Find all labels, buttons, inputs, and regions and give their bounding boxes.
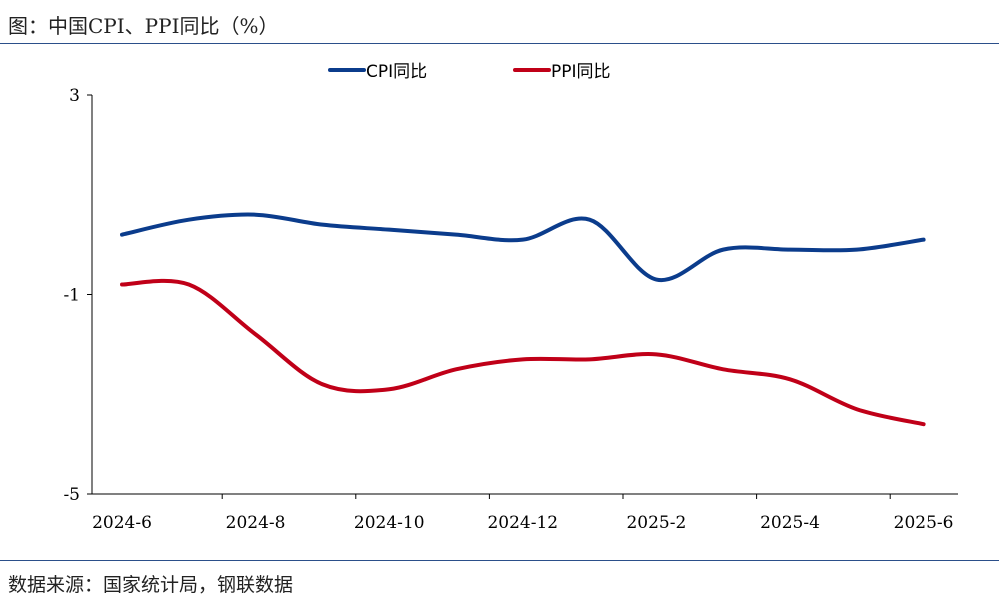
top-rule xyxy=(0,43,999,44)
legend-label: PPI同比 xyxy=(551,62,611,82)
x-tick-label: 2024-10 xyxy=(354,513,425,533)
chart-title: 图：中国CPI、PPI同比（%） xyxy=(8,14,279,38)
x-tick-label: 2024-12 xyxy=(487,513,558,533)
series-line-ppi xyxy=(120,278,926,427)
x-tick-label: 2025-6 xyxy=(894,513,954,533)
y-tick-label: -5 xyxy=(63,485,80,505)
x-tick-label: 2024-8 xyxy=(226,513,286,533)
source-note: 数据来源：国家统计局，钢联数据 xyxy=(8,574,294,596)
x-tick-label: 2025-4 xyxy=(760,513,820,533)
y-tick-label: 3 xyxy=(69,86,80,106)
bottom-rule xyxy=(0,560,999,561)
series-line-cpi xyxy=(120,212,926,283)
y-tick-label: -1 xyxy=(63,286,80,306)
legend-label: CPI同比 xyxy=(366,62,427,82)
x-tick-label: 2025-2 xyxy=(626,513,686,533)
x-tick-label: 2024-6 xyxy=(92,513,152,533)
